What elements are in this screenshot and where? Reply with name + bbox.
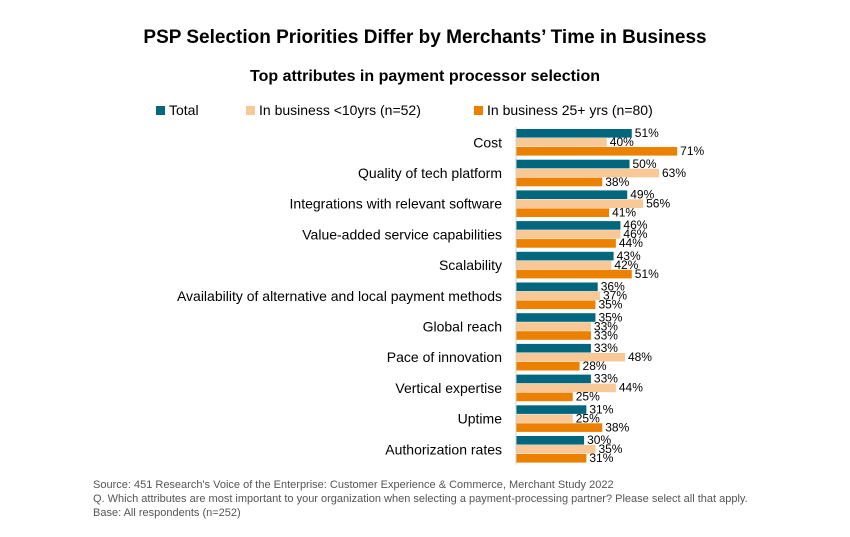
value-label-quality-of-tech-platform-series-0: 50% (633, 157, 657, 171)
value-label-scalability-series-1: 42% (614, 258, 638, 272)
bar-quality-of-tech-platform-series-0 (516, 159, 630, 169)
bar-pace-of-innovation-series-0 (516, 343, 591, 353)
bar-quality-of-tech-platform-series-1 (516, 168, 660, 178)
category-label-scalability: Scalability (439, 257, 502, 273)
legend-item-under-10yrs: In business <10yrs (n=52) (246, 102, 421, 118)
bar-cost-series-1 (516, 138, 607, 147)
category-label-value-added-service-capabilities: Value-added service capabilities (302, 226, 502, 242)
category-label-integrations-with-relevant-software: Integrations with relevant software (290, 196, 503, 212)
bar-value-added-service-capabilities-series-1 (516, 230, 621, 239)
chart-subtitle: Top attributes in payment processor sele… (250, 68, 600, 85)
value-label-scalability-series-0: 43% (617, 249, 641, 263)
bar-global-reach-series-1 (516, 322, 591, 331)
bar-value-added-service-capabilities-series-2 (516, 239, 616, 248)
value-label-cost-series-1: 40% (610, 135, 634, 149)
legend-swatch-under-10yrs (246, 105, 255, 115)
value-label-availability-of-alternative-and-local-payment-methods-series-0: 36% (601, 280, 625, 294)
value-label-integrations-with-relevant-software-series-1: 56% (646, 197, 670, 211)
value-label-cost-series-2: 71% (680, 144, 704, 158)
value-label-vertical-expertise-series-1: 44% (619, 381, 643, 395)
bar-global-reach-series-2 (516, 331, 591, 340)
bar-authorization-rates-series-1 (516, 445, 596, 454)
value-label-authorization-rates-series-1: 35% (598, 442, 622, 456)
legend-label-25plus-yrs: In business 25+ yrs (n=80) (487, 102, 653, 118)
value-label-scalability-series-2: 51% (635, 267, 659, 281)
legend-label-under-10yrs: In business <10yrs (n=52) (259, 102, 421, 118)
category-label-authorization-rates: Authorization rates (385, 441, 502, 457)
value-label-value-added-service-capabilities-series-1: 46% (623, 227, 647, 241)
value-label-availability-of-alternative-and-local-payment-methods-series-2: 35% (598, 298, 622, 312)
value-label-global-reach-series-2: 33% (594, 328, 618, 342)
value-label-pace-of-innovation-series-2: 28% (583, 359, 607, 373)
category-label-quality-of-tech-platform: Quality of tech platform (358, 165, 502, 181)
footer-source: Source: 451 Research's Voice of the Ente… (93, 479, 614, 491)
bar-integrations-with-relevant-software-series-0 (516, 190, 628, 199)
legend-item-total: Total (156, 102, 199, 118)
bar-availability-of-alternative-and-local-payment-methods-series-2 (516, 300, 596, 310)
value-label-authorization-rates-series-0: 30% (587, 433, 611, 447)
legend-item-25plus-yrs: In business 25+ yrs (n=80) (474, 102, 653, 118)
value-label-quality-of-tech-platform-series-1: 63% (662, 166, 686, 180)
footer-base: Base: All respondents (n=252) (93, 507, 241, 519)
value-label-value-added-service-capabilities-series-2: 44% (619, 236, 643, 250)
value-label-vertical-expertise-series-2: 25% (576, 390, 600, 404)
bar-vertical-expertise-series-1 (516, 383, 616, 393)
bar-vertical-expertise-series-0 (516, 374, 591, 384)
value-label-uptime-series-2: 38% (605, 420, 629, 434)
footer-question: Q. Which attributes are most important t… (93, 493, 748, 505)
bar-scalability-series-2 (516, 269, 632, 279)
category-label-pace-of-innovation: Pace of innovation (387, 349, 502, 365)
bar-scalability-series-0 (516, 251, 614, 261)
bar-cost-series-0 (516, 129, 632, 138)
value-label-authorization-rates-series-2: 31% (589, 451, 613, 465)
bar-authorization-rates-series-2 (516, 454, 587, 463)
value-label-cost-series-0: 51% (635, 126, 659, 140)
category-label-uptime: Uptime (458, 411, 503, 427)
bar-value-added-service-capabilities-series-0 (516, 221, 621, 230)
value-label-vertical-expertise-series-0: 33% (594, 372, 618, 386)
value-label-pace-of-innovation-series-1: 48% (628, 350, 652, 364)
value-label-integrations-with-relevant-software-series-2: 41% (612, 206, 636, 220)
bar-uptime-series-1 (516, 414, 573, 423)
value-label-value-added-service-capabilities-series-0: 46% (623, 218, 647, 232)
bar-integrations-with-relevant-software-series-1 (516, 199, 644, 208)
bar-pace-of-innovation-series-1 (516, 352, 625, 362)
bar-vertical-expertise-series-2 (516, 392, 573, 402)
bar-authorization-rates-series-0 (516, 436, 585, 445)
legend-swatch-25plus-yrs (474, 105, 483, 115)
value-label-global-reach-series-1: 33% (594, 319, 618, 333)
bar-pace-of-innovation-series-2 (516, 361, 580, 371)
value-label-pace-of-innovation-series-0: 33% (594, 341, 618, 355)
bar-cost-series-2 (516, 147, 678, 156)
bar-availability-of-alternative-and-local-payment-methods-series-0 (516, 282, 598, 292)
legend-swatch-total (156, 105, 165, 115)
bar-uptime-series-0 (516, 405, 587, 414)
category-label-cost: Cost (473, 134, 502, 150)
bar-integrations-with-relevant-software-series-2 (516, 208, 610, 217)
value-label-global-reach-series-0: 35% (598, 310, 622, 324)
category-label-vertical-expertise: Vertical expertise (395, 380, 502, 396)
category-label-availability-of-alternative-and-local-payment-methods: Availability of alternative and local pa… (177, 288, 502, 304)
legend-label-total: Total (169, 102, 199, 118)
footer: Source: 451 Research's Voice of the Ente… (93, 478, 748, 520)
value-label-quality-of-tech-platform-series-2: 38% (605, 175, 629, 189)
bar-quality-of-tech-platform-series-2 (516, 177, 603, 187)
bar-global-reach-series-0 (516, 313, 596, 322)
category-label-global-reach: Global reach (423, 319, 502, 335)
value-label-uptime-series-1: 25% (576, 411, 600, 425)
bar-uptime-series-2 (516, 423, 603, 432)
value-label-integrations-with-relevant-software-series-0: 49% (630, 188, 654, 202)
bar-scalability-series-1 (516, 260, 612, 270)
value-label-uptime-series-0: 31% (589, 402, 613, 416)
bar-availability-of-alternative-and-local-payment-methods-series-1 (516, 291, 600, 301)
value-label-availability-of-alternative-and-local-payment-methods-series-1: 37% (603, 289, 627, 303)
chart-title: PSP Selection Priorities Differ by Merch… (143, 27, 707, 48)
